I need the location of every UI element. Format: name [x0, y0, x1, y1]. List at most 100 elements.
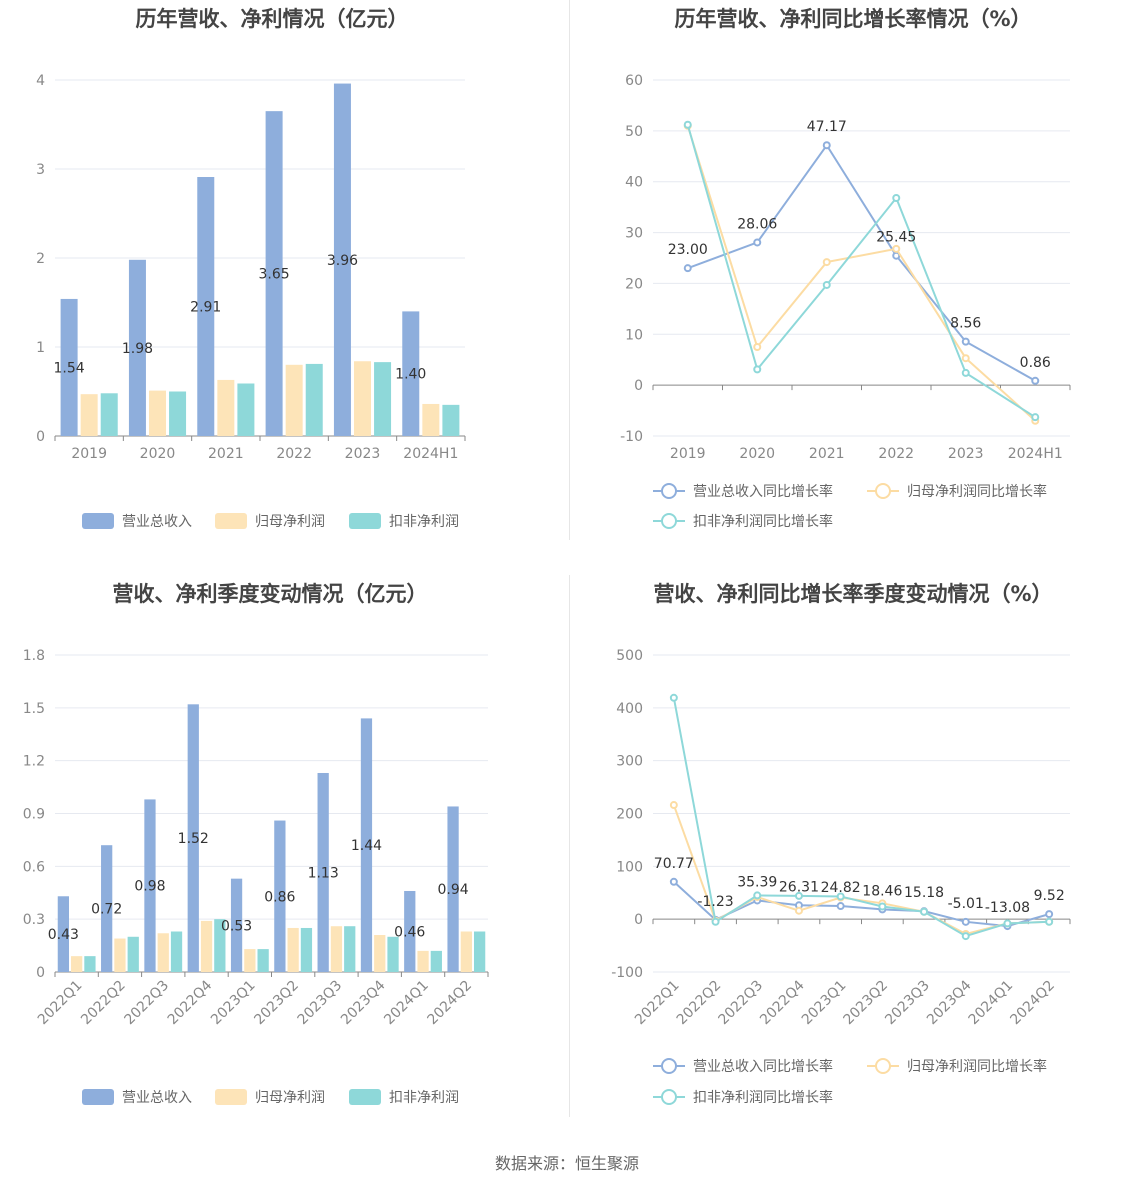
bar-1	[417, 950, 429, 972]
bar-2	[237, 383, 255, 436]
x-tick-label: 2023Q3	[295, 978, 346, 1029]
y-tick-label: 30	[625, 226, 643, 242]
bar-1	[422, 403, 440, 436]
legend-swatch-marker-0	[661, 483, 677, 499]
bar-0	[230, 878, 243, 972]
bar-0	[404, 890, 416, 972]
data-point-2	[878, 902, 887, 911]
bar-2	[344, 926, 356, 972]
data-point-0	[753, 238, 762, 247]
x-tick-label: 2023	[345, 446, 381, 462]
data-label: 0.53	[221, 918, 252, 934]
data-label: 8.56	[950, 316, 981, 332]
bar-2	[127, 936, 139, 972]
data-label: -5.01	[948, 896, 984, 912]
x-tick-label: 2023Q4	[924, 977, 975, 1028]
legend-label: 营业总收入	[122, 1090, 192, 1106]
data-point-0	[961, 917, 970, 926]
legend-label: 归母净利润	[255, 1089, 325, 1106]
data-point-1	[669, 801, 678, 810]
y-tick-label: 0	[36, 965, 45, 981]
bar-1	[157, 933, 169, 972]
data-point-1	[961, 354, 970, 363]
bar-2	[170, 931, 183, 972]
bar-1	[149, 390, 166, 436]
data-point-0	[961, 337, 970, 346]
bar-1	[460, 931, 472, 972]
y-tick-label: 1.5	[23, 701, 45, 717]
data-point-2	[1003, 919, 1012, 928]
legend-label: 营业总收入同比增长率	[693, 1058, 833, 1075]
quarterly-bar-chart: 营收、净利季度变动情况（亿元） 0 0.3 0.6 0.9 1.2 1.5 1.8 2022Q1…	[0, 575, 567, 1150]
data-label: 1.13	[308, 865, 339, 881]
bar-1	[80, 394, 98, 436]
y-tick-label: 1.8	[23, 648, 45, 664]
annual-growth-svg: 历年营收、净利同比增长率情况（%） -10 0 10 20 30 40 50 60 2019 202…	[620, 7, 1071, 530]
divider-top	[569, 0, 570, 540]
legend-label: 营业总收入同比增长率	[693, 483, 833, 500]
x-tick-label: 2022Q4	[165, 977, 216, 1028]
bar-0	[57, 896, 69, 972]
data-point-0	[822, 141, 831, 150]
data-point-2	[822, 280, 831, 289]
x-tick-label: 2024H1	[403, 446, 458, 462]
data-point-0	[1031, 376, 1040, 385]
data-point-2	[961, 368, 970, 377]
legend-label: 扣非净利润	[389, 1090, 459, 1106]
data-point-0	[669, 877, 678, 886]
data-point-2	[711, 917, 720, 926]
x-tick-label: 2021	[208, 446, 244, 462]
data-label: 26.31	[779, 879, 819, 895]
legend-label: 归母净利润同比增长率	[907, 483, 1047, 500]
data-label: 0.43	[48, 927, 79, 943]
y-tick-label: 20	[625, 276, 643, 292]
y-tick-label: 0.9	[23, 807, 45, 823]
legend-swatch-2	[349, 513, 381, 529]
bar-0	[60, 298, 78, 436]
data-point-1	[753, 343, 762, 351]
legend-swatch-2	[349, 1089, 381, 1105]
x-tick-label: 2022Q1	[632, 978, 683, 1029]
data-label: 0.98	[134, 879, 165, 895]
legend-swatch-marker-1	[875, 483, 891, 499]
chart-title: 营收、净利同比增长率季度变动情况（%）	[653, 582, 1052, 606]
legend-label: 扣非净利润	[389, 514, 459, 530]
series-line-0	[673, 881, 1050, 928]
x-tick-label: 2024Q2	[1007, 978, 1058, 1029]
data-point-2	[920, 907, 929, 916]
data-label: 2.91	[190, 300, 221, 316]
data-label: 9.52	[1034, 888, 1065, 904]
data-point-2	[753, 365, 762, 374]
data-point-2	[683, 120, 692, 129]
x-tick-label: 2021	[809, 446, 845, 462]
y-tick-label: 10	[625, 327, 643, 343]
bar-0	[333, 83, 351, 436]
data-point-0	[1045, 910, 1054, 919]
data-point-2	[836, 892, 845, 901]
bar-1	[217, 379, 235, 436]
x-tick-label: 2022Q3	[121, 978, 172, 1029]
bar-0	[447, 806, 459, 972]
data-label: 25.45	[876, 230, 916, 246]
y-tick-label: 400	[616, 701, 643, 717]
series-line-0	[687, 143, 1036, 382]
legend-swatch-marker-0	[661, 1058, 677, 1074]
legend-label: 扣非净利润同比增长率	[693, 513, 833, 530]
x-tick-label: 2023Q2	[841, 978, 892, 1029]
y-tick-label: 50	[625, 124, 643, 140]
x-tick-label: 2020	[739, 446, 775, 462]
bar-2	[257, 949, 269, 972]
x-tick-label: 2022Q2	[78, 978, 129, 1029]
bar-2	[374, 362, 392, 436]
x-tick-label: 2020	[140, 446, 176, 462]
bar-1	[354, 361, 371, 436]
bar-0	[265, 111, 283, 437]
chart-title: 历年营收、净利情况（亿元）	[136, 7, 409, 31]
y-tick-label: 3	[36, 162, 45, 178]
y-tick-label: -10	[620, 429, 643, 445]
bar-1	[71, 956, 83, 972]
bar-2	[300, 927, 313, 972]
data-label: 15.18	[904, 885, 944, 901]
chart-title: 历年营收、净利同比增长率情况（%）	[674, 7, 1031, 31]
data-label: 47.17	[807, 119, 847, 135]
